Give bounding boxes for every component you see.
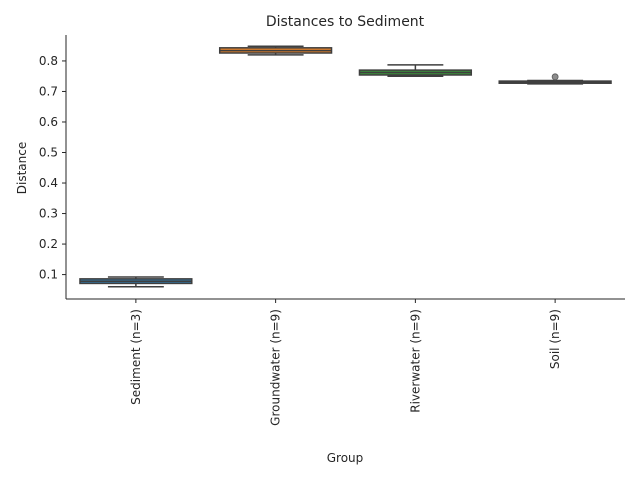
- x-tick-label: Riverwater (n=9): [408, 309, 422, 413]
- y-tick-label: 0.8: [39, 54, 58, 68]
- y-tick-label: 0.3: [39, 207, 58, 221]
- y-tick-label: 0.6: [39, 115, 58, 129]
- y-tick-label: 0.7: [39, 84, 58, 98]
- y-axis-label: Distance: [15, 142, 29, 194]
- chart-title: Distances to Sediment: [266, 14, 425, 30]
- y-tick-label: 0.4: [39, 176, 58, 190]
- x-tick-label: Groundwater (n=9): [269, 309, 283, 426]
- x-tick-label: Sediment (n=3): [129, 309, 143, 405]
- y-tick-label: 0.5: [39, 146, 58, 160]
- y-tick-label: 0.2: [39, 237, 58, 251]
- outlier-point: [551, 73, 559, 81]
- x-tick-label: Soil (n=9): [548, 309, 562, 369]
- x-axis-label: Group: [327, 451, 364, 465]
- y-tick-label: 0.1: [39, 268, 58, 282]
- plot-area: 0.1 0.2 0.3 0.4 0.5 0.6 0.7 0.8 Sediment (n=3) Gr…: [39, 35, 625, 426]
